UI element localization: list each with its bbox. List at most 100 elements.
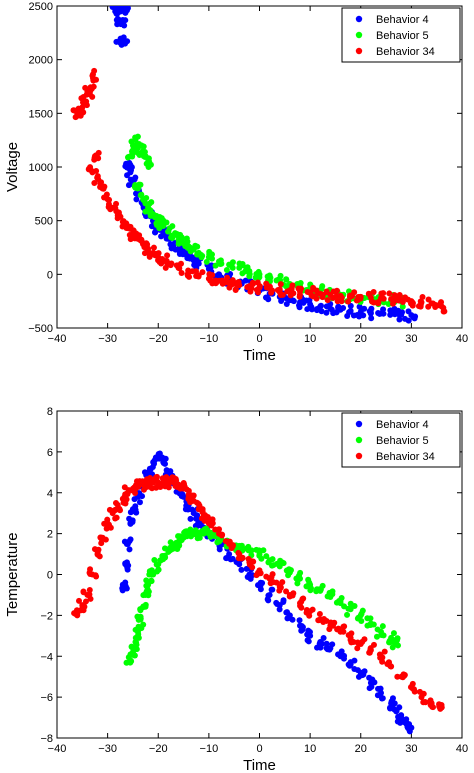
- data-point-cloud: [146, 483, 153, 490]
- data-point-cloud: [374, 692, 381, 699]
- data-point-cloud: [378, 290, 385, 297]
- data-point-cloud: [386, 290, 393, 297]
- legend-marker: [355, 47, 363, 55]
- y-tick-label: 2000: [29, 55, 53, 67]
- data-point-cloud: [203, 258, 210, 265]
- data-point-cloud: [395, 307, 402, 314]
- data-point-cloud: [91, 156, 98, 163]
- data-point-cloud: [183, 235, 190, 242]
- data-point-cloud: [105, 196, 112, 203]
- data-point-cloud: [326, 626, 333, 633]
- x-tick-label: −20: [149, 743, 168, 755]
- data-point-cloud: [132, 174, 139, 181]
- data-point-cloud: [298, 623, 305, 630]
- data-point-cloud: [164, 252, 171, 259]
- data-point-cloud: [300, 595, 307, 602]
- data-point-cloud: [359, 638, 366, 645]
- data-point-cloud: [425, 296, 432, 303]
- data-point-cloud: [249, 564, 256, 571]
- data-point-cloud: [395, 642, 402, 649]
- data-point-cloud: [341, 623, 348, 630]
- data-point-cloud: [304, 631, 311, 638]
- data-point-cloud: [79, 104, 86, 111]
- legend: Behavior 4 Behavior 5 Behavior 34: [341, 7, 461, 63]
- legend: Behavior 4 Behavior 5 Behavior 34: [341, 412, 461, 468]
- x-tick-label: 0: [256, 333, 262, 345]
- data-point-cloud: [394, 635, 401, 642]
- data-point-cloud: [85, 165, 92, 172]
- data-point-cloud: [328, 306, 335, 313]
- data-point-cloud: [216, 546, 223, 553]
- data-point-cloud: [119, 587, 126, 594]
- data-point-cloud: [319, 283, 326, 290]
- y-axis-label: Temperature: [4, 532, 21, 616]
- data-point-cloud: [167, 539, 174, 546]
- data-point-cloud: [248, 285, 255, 292]
- data-point-cloud: [412, 313, 419, 320]
- data-point-cloud: [133, 509, 140, 516]
- data-point-cloud: [385, 301, 392, 308]
- data-point-cloud: [93, 573, 100, 580]
- data-point-cloud: [217, 257, 224, 264]
- data-point-cloud: [376, 651, 383, 658]
- data-point-cloud: [102, 536, 109, 543]
- data-point-cloud: [195, 500, 202, 507]
- data-point-cloud: [153, 250, 160, 257]
- data-point-cloud: [86, 91, 93, 98]
- data-point-cloud: [380, 295, 387, 302]
- data-point-cloud: [213, 279, 220, 286]
- data-point-cloud: [273, 277, 280, 284]
- data-point-cloud: [308, 585, 315, 592]
- data-point-cloud: [86, 586, 93, 593]
- data-point-cloud: [347, 292, 354, 299]
- data-point-cloud: [222, 538, 229, 545]
- data-point-cloud: [265, 597, 272, 604]
- data-point-cloud: [355, 294, 362, 301]
- data-point-cloud: [390, 630, 397, 637]
- data-point-cloud: [165, 482, 172, 489]
- data-point-cloud: [131, 496, 138, 503]
- data-point-cloud: [188, 494, 195, 501]
- data-point-cloud: [289, 592, 296, 599]
- data-point-cloud: [370, 641, 377, 648]
- data-point-cloud: [399, 303, 406, 310]
- x-axis-label: Time: [243, 347, 276, 364]
- data-point-cloud: [375, 685, 382, 692]
- data-point-cloud: [137, 606, 144, 613]
- data-point-cloud: [258, 555, 265, 562]
- series-3: [71, 473, 445, 712]
- data-point-cloud: [216, 538, 223, 545]
- data-point-cloud: [162, 455, 169, 462]
- data-point-cloud: [186, 528, 193, 535]
- y-tick-label: 6: [47, 447, 53, 459]
- data-point-cloud: [409, 685, 416, 692]
- data-point-cloud: [370, 288, 377, 295]
- data-point-cloud: [370, 621, 377, 628]
- data-point-cloud: [181, 481, 188, 488]
- data-point-cloud: [76, 597, 83, 604]
- data-point-cloud: [373, 633, 380, 640]
- data-point-cloud: [369, 676, 376, 683]
- y-tick-label: −2: [40, 610, 53, 622]
- data-point-cloud: [112, 506, 119, 513]
- data-point-cloud: [340, 628, 347, 635]
- data-point-cloud: [260, 547, 267, 554]
- data-point-cloud: [103, 191, 110, 198]
- data-point-cloud: [87, 571, 94, 578]
- data-point-cloud: [186, 255, 193, 262]
- data-point-cloud: [82, 84, 89, 91]
- data-point-cloud: [255, 570, 262, 577]
- data-point-cloud: [93, 167, 100, 174]
- data-point-cloud: [178, 237, 185, 244]
- data-point-cloud: [427, 699, 434, 706]
- y-tick-label: 0: [47, 570, 53, 582]
- data-point-cloud: [81, 603, 88, 610]
- data-point-cloud: [117, 507, 124, 514]
- x-tick-label: 20: [355, 333, 367, 345]
- data-point-cloud: [206, 248, 213, 255]
- data-point-cloud: [212, 262, 219, 269]
- data-point-cloud: [238, 566, 245, 573]
- data-point-cloud: [228, 545, 235, 552]
- data-point-cloud: [120, 34, 127, 41]
- x-tick-label: 30: [405, 743, 417, 755]
